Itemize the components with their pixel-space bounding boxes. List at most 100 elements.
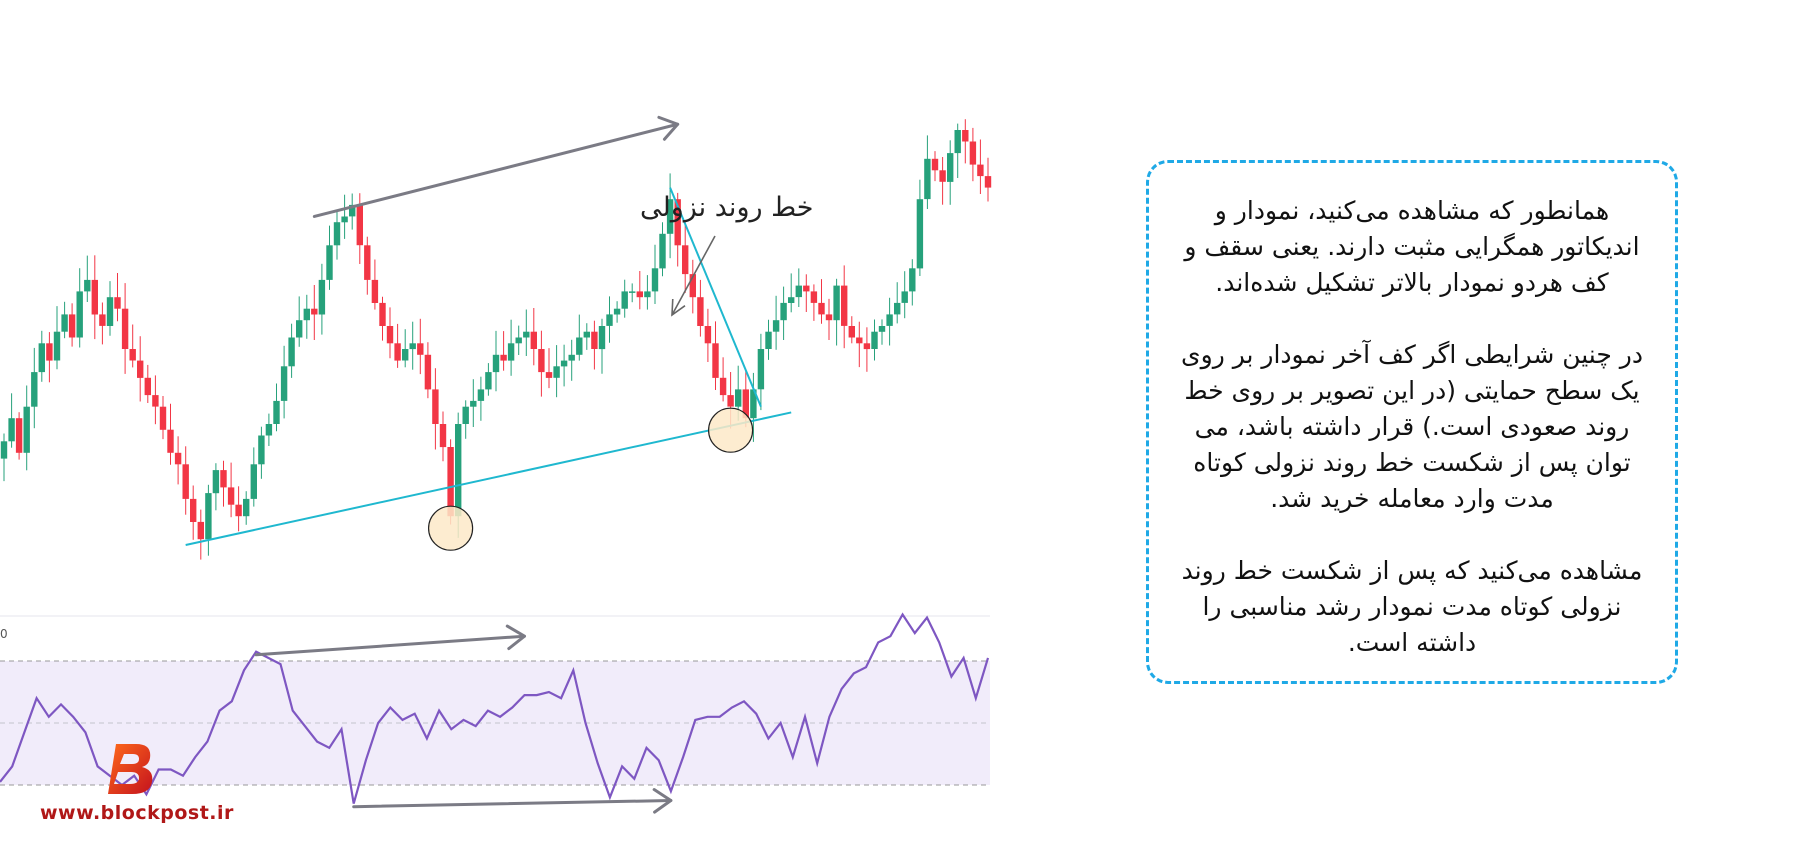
candle-body (243, 498, 250, 517)
candle-body (651, 268, 659, 292)
candle-body (235, 504, 242, 517)
candle-body (545, 372, 553, 378)
candle-body (311, 308, 318, 315)
candle-body (273, 400, 280, 424)
candle-body (788, 297, 795, 303)
candle-body (356, 204, 363, 246)
candle-body (719, 377, 727, 396)
candle-body (159, 406, 167, 430)
candle-body (386, 326, 394, 344)
candle-body (280, 366, 288, 401)
candle-body (114, 297, 121, 309)
price-overlays (185, 115, 792, 551)
candle-body (878, 326, 886, 332)
candle-body (977, 164, 984, 177)
candle-body (735, 389, 742, 407)
blockpost-url: www.blockpost.ir (40, 802, 234, 824)
chart-area (0, 115, 992, 814)
candle-body (84, 279, 91, 292)
candle-body (727, 395, 734, 407)
candle-body (174, 452, 182, 465)
candle-body (190, 498, 197, 522)
downtrend-line (669, 187, 762, 408)
candle-body (91, 279, 98, 315)
candle-body (765, 331, 772, 349)
candle-body (924, 158, 931, 200)
candle-body (712, 343, 719, 378)
candle-body (841, 285, 848, 326)
candle-body (326, 245, 333, 280)
candle-body (553, 366, 560, 378)
candle-body (523, 331, 530, 338)
candle-body (833, 285, 840, 321)
candle-body (757, 349, 765, 390)
candle-body (455, 424, 462, 517)
candle-body (636, 291, 643, 298)
candle-body (962, 130, 969, 142)
candle-body (803, 285, 810, 292)
candle-body (333, 222, 341, 246)
candle-body (742, 389, 749, 419)
candle-body (598, 326, 606, 350)
candle-body (916, 199, 924, 269)
candle-body (931, 158, 939, 171)
candle-body (485, 372, 492, 390)
candle-body (825, 314, 833, 321)
candle-body (432, 389, 439, 424)
candle-body (576, 337, 583, 355)
explanation-paragraph-3: مشاهده می‌کنید که پس از شکست خط روند نزو… (1181, 556, 1643, 657)
candle-body (659, 233, 666, 269)
candle-body (447, 447, 454, 517)
candle-body (780, 302, 787, 321)
candle-body (629, 291, 636, 293)
candle-body (250, 464, 257, 499)
candle-body (477, 389, 485, 401)
candle-body (318, 279, 326, 315)
candle-body (704, 326, 712, 344)
candle-body (954, 130, 961, 154)
candle-body (402, 349, 409, 361)
highlight-low-circle (428, 505, 474, 551)
candle-body (894, 302, 901, 315)
rsi-series-line (0, 612, 990, 804)
candle-body (152, 395, 159, 407)
candle-body (515, 337, 522, 344)
candle-body (296, 320, 303, 338)
candle-body (38, 343, 45, 373)
candle-body (379, 302, 386, 326)
candle-body (341, 216, 348, 223)
candle-body (31, 372, 38, 407)
blockpost-logo: www.blockpost.ir (40, 740, 240, 830)
candle-body (23, 406, 30, 453)
candle-body (364, 245, 371, 280)
candle-body (818, 302, 825, 315)
candle-body (871, 331, 878, 349)
rsi-indicator-panel (0, 612, 990, 814)
candle-body (492, 354, 500, 373)
candle-body (349, 204, 356, 217)
candle-body (106, 297, 114, 326)
candle-body (538, 349, 545, 373)
candle-body (417, 343, 424, 355)
candle-body (129, 349, 136, 361)
candle-body (144, 377, 151, 396)
candle-body (68, 314, 76, 338)
candle-body (750, 389, 757, 419)
candle-body (46, 343, 53, 361)
candle-body (772, 320, 780, 332)
candle-body (909, 268, 916, 292)
candle-body (15, 418, 23, 453)
explanation-box: همانطور که مشاهده می‌کنید، نمودار و اندی… (1146, 160, 1678, 684)
candle-body (99, 314, 106, 326)
rsi-overlays (254, 624, 673, 814)
support-trendline (185, 411, 792, 546)
rsi-higher-lows-arrow (352, 788, 673, 814)
candle-body (227, 487, 235, 505)
candle-body (439, 424, 447, 448)
candle-body (409, 343, 416, 350)
highlight-low-circle (707, 407, 754, 453)
candle-body (856, 337, 863, 344)
blockpost-b-logo-icon (108, 744, 153, 794)
candle-body (394, 343, 401, 361)
candle-body (810, 291, 818, 303)
